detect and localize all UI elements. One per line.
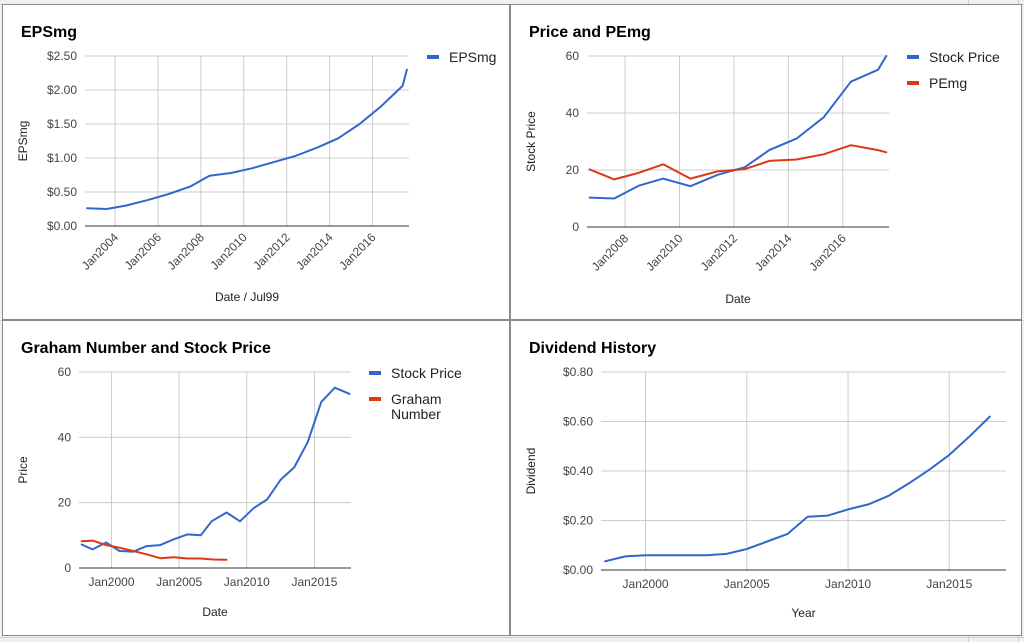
price-pe-series-line-1[interactable]: [588, 55, 888, 200]
price-pe-x-tick-label: Jan2010: [643, 231, 686, 274]
graham-x-tick-label: Jan2000: [88, 575, 134, 589]
dividend-chart-title: Dividend History: [529, 340, 656, 357]
graham-legend-label: Stock Price: [391, 365, 462, 381]
price-pe-y-tick-label: 60: [566, 49, 580, 63]
eps-y-tick-label: $1.50: [47, 117, 77, 131]
dividend-y-tick-label: $0.40: [563, 464, 593, 478]
eps-legend-label: EPSmg: [449, 49, 496, 65]
graham-series-line-1[interactable]: [80, 386, 351, 553]
eps-y-axis-label: EPSmg: [16, 121, 30, 162]
graham-y-tick-label: 0: [64, 561, 71, 575]
chart-panel-graham[interactable]: Graham Number and Stock Price 0 20 40 60 Jan2…: [2, 320, 510, 636]
eps-x-axis-label: Date / Jul99: [215, 290, 279, 304]
dividend-x-tick-label: Jan2010: [825, 577, 871, 591]
chart-panel-price-pe[interactable]: Price and PEmg 0 20 40 60 Jan2008 Jan2010 Jan20…: [510, 4, 1022, 320]
dividend-y-axis-label: Dividend: [524, 448, 538, 495]
dividend-y-tick-label: $0.20: [563, 514, 593, 528]
graham-x-tick-label: Jan2005: [156, 575, 202, 589]
graham-legend-label: Graham Number: [391, 391, 442, 422]
dividend-y-tick-label: $0.00: [563, 563, 593, 577]
eps-x-tick-label: Jan2004: [79, 230, 122, 273]
price-pe-x-tick-label: Jan2014: [752, 231, 795, 274]
eps-y-tick-label: $0.50: [47, 185, 77, 199]
dividend-chart-svg: Dividend History $0.00 $0.20 $0.40 $0.60 $0.8…: [524, 340, 1006, 620]
graham-x-tick-label: Jan2010: [224, 575, 270, 589]
dividend-y-tick-label: $0.80: [563, 365, 593, 379]
eps-x-tick-label: Jan2012: [250, 230, 293, 273]
eps-x-tick-label: Jan2014: [293, 230, 336, 273]
eps-y-tick-label: $2.00: [47, 83, 77, 97]
graham-x-axis-label: Date: [202, 605, 228, 619]
eps-x-tick-label: Jan2016: [336, 230, 379, 273]
dividend-x-tick-label: Jan2000: [623, 577, 669, 591]
price-pe-x-tick-label: Jan2008: [589, 231, 632, 274]
graham-chart-title: Graham Number and Stock Price: [21, 340, 271, 357]
dividend-y-tick-label: $0.60: [563, 415, 593, 429]
eps-y-tick-label: $2.50: [47, 49, 77, 63]
price-pe-y-axis-label: Stock Price: [524, 111, 538, 172]
dividend-x-axis-label: Year: [791, 606, 815, 620]
eps-y-tick-label: $1.00: [47, 151, 77, 165]
dividend-series-line-1[interactable]: [604, 415, 991, 563]
graham-y-tick-label: 20: [58, 496, 72, 510]
price-pe-series-line-2[interactable]: [588, 144, 888, 181]
price-pe-y-tick-label: 40: [566, 106, 580, 120]
price-pe-chart-title: Price and PEmg: [529, 24, 651, 41]
eps-chart-title: EPSmg: [21, 24, 77, 41]
price-pe-y-tick-label: 0: [572, 220, 579, 234]
dividend-x-tick-label: Jan2015: [926, 577, 972, 591]
sheet-gridline: [0, 637, 1024, 638]
graham-x-tick-label: Jan2015: [291, 575, 337, 589]
graham-chart-svg: Graham Number and Stock Price 0 20 40 60 Jan2…: [16, 340, 462, 619]
price-pe-legend-label: Stock Price: [929, 49, 1000, 65]
graham-y-tick-label: 40: [58, 430, 72, 444]
eps-x-tick-label: Jan2010: [207, 230, 250, 273]
graham-y-axis-label: Price: [16, 456, 30, 484]
eps-chart-svg: EPSmg $0.00 $0.50 $1.00 $1.50 $2.00 $2.50 Jan20…: [16, 24, 496, 304]
chart-panel-eps[interactable]: EPSmg $0.00 $0.50 $1.00 $1.50 $2.00 $2.50 Jan20…: [2, 4, 510, 320]
chart-panel-dividend[interactable]: Dividend History $0.00 $0.20 $0.40 $0.60 $0.8…: [510, 320, 1022, 636]
eps-y-tick-label: $0.00: [47, 219, 77, 233]
price-pe-chart-svg: Price and PEmg 0 20 40 60 Jan2008 Jan2010 Jan20…: [524, 24, 1000, 306]
price-pe-x-axis-label: Date: [725, 292, 751, 306]
eps-x-tick-label: Jan2006: [122, 230, 165, 273]
price-pe-x-tick-label: Jan2012: [698, 231, 741, 274]
graham-y-tick-label: 60: [58, 365, 72, 379]
eps-series-line-1[interactable]: [86, 68, 408, 210]
dividend-x-tick-label: Jan2005: [724, 577, 770, 591]
price-pe-y-tick-label: 20: [566, 163, 580, 177]
price-pe-legend-label: PEmg: [929, 75, 967, 91]
price-pe-x-tick-label: Jan2016: [806, 231, 849, 274]
eps-x-tick-label: Jan2008: [165, 230, 208, 273]
graham-series-line-2[interactable]: [80, 539, 228, 561]
